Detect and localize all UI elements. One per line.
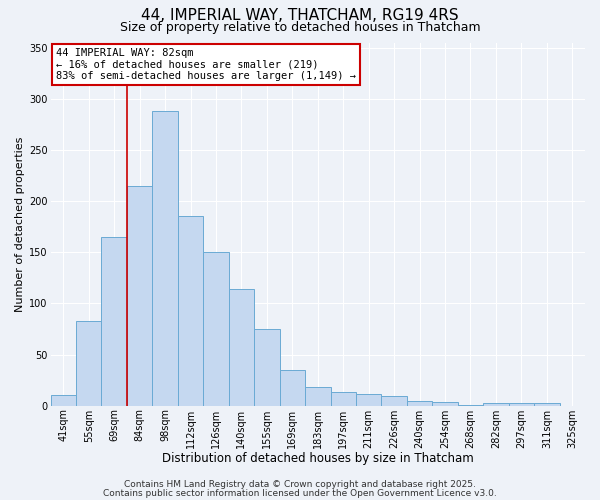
Y-axis label: Number of detached properties: Number of detached properties (15, 136, 25, 312)
Text: Size of property relative to detached houses in Thatcham: Size of property relative to detached ho… (119, 21, 481, 34)
Text: 44, IMPERIAL WAY, THATCHAM, RG19 4RS: 44, IMPERIAL WAY, THATCHAM, RG19 4RS (141, 8, 459, 22)
Bar (50, 396, 76, 406)
Bar (483, 402, 509, 406)
X-axis label: Distribution of detached houses by size in Thatcham: Distribution of detached houses by size … (162, 452, 473, 465)
Bar (382, 396, 407, 406)
Bar (76, 321, 101, 406)
Bar (407, 400, 433, 406)
Bar (152, 111, 178, 406)
Text: 44 IMPERIAL WAY: 82sqm
← 16% of detached houses are smaller (219)
83% of semi-de: 44 IMPERIAL WAY: 82sqm ← 16% of detached… (56, 48, 356, 81)
Bar (356, 394, 382, 406)
Bar (101, 237, 127, 406)
Bar (534, 402, 560, 406)
Bar (331, 392, 356, 406)
Bar (229, 289, 254, 406)
Bar (433, 402, 458, 406)
Bar (127, 186, 152, 406)
Bar (509, 402, 534, 406)
Text: Contains public sector information licensed under the Open Government Licence v3: Contains public sector information licen… (103, 488, 497, 498)
Bar (458, 404, 483, 406)
Bar (178, 216, 203, 406)
Text: Contains HM Land Registry data © Crown copyright and database right 2025.: Contains HM Land Registry data © Crown c… (124, 480, 476, 489)
Bar (254, 329, 280, 406)
Bar (203, 252, 229, 406)
Bar (280, 370, 305, 406)
Bar (305, 388, 331, 406)
